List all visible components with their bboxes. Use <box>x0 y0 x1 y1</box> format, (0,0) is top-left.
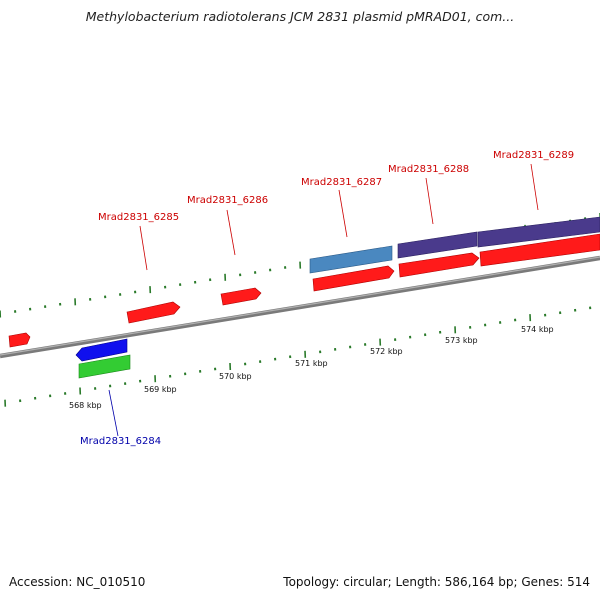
cds-feature-reverse[interactable] <box>75 338 128 362</box>
topology-summary: Topology: circular; Length: 586,164 bp; … <box>283 575 590 589</box>
gene-label[interactable]: Mrad2831_6284 <box>80 436 161 447</box>
gene-label[interactable]: Mrad2831_6286 <box>187 195 268 206</box>
axis-tick-label: 572 kbp <box>370 347 403 356</box>
axis-tick-label: 574 kbp <box>521 325 554 334</box>
axis-tick-labels: 568 kbp 569 kbp 570 kbp 571 kbp 572 kbp … <box>69 325 554 410</box>
axis-tick-label: 568 kbp <box>69 401 102 410</box>
accession-text: Accession: NC_010510 <box>9 575 146 589</box>
reverse-tick-track <box>4 306 592 407</box>
gene-labels: Mrad2831_6285 Mrad2831_6286 Mrad2831_628… <box>80 150 574 447</box>
feature-purple[interactable] <box>397 231 478 259</box>
cds-feature[interactable] <box>479 233 600 267</box>
axis-tick-label: 570 kbp <box>219 372 252 381</box>
axis-tick-label: 573 kbp <box>445 336 478 345</box>
cds-feature[interactable] <box>220 287 262 306</box>
cds-feature[interactable] <box>398 252 480 278</box>
gene-label-connectors <box>108 163 539 437</box>
gene-label[interactable]: Mrad2831_6288 <box>388 164 469 175</box>
cds-feature[interactable] <box>126 301 181 324</box>
gene-feature-green[interactable] <box>78 354 131 379</box>
feature-track-upper <box>309 216 600 274</box>
cds-feature[interactable] <box>8 332 31 348</box>
reverse-cds-track <box>75 338 131 379</box>
plasmid-backbone <box>0 255 600 359</box>
map-title: Methylobacterium radiotolerans JCM 2831 … <box>85 9 515 24</box>
gene-label[interactable]: Mrad2831_6285 <box>98 212 179 223</box>
feature-purple[interactable] <box>477 216 600 248</box>
axis-tick-label: 571 kbp <box>295 359 328 368</box>
axis-tick-label: 569 kbp <box>144 385 177 394</box>
gene-label[interactable]: Mrad2831_6289 <box>493 150 574 161</box>
feature-steelblue[interactable] <box>309 245 393 274</box>
cds-feature[interactable] <box>312 265 395 292</box>
forward-cds-track <box>8 233 600 348</box>
gene-label[interactable]: Mrad2831_6287 <box>301 177 382 188</box>
